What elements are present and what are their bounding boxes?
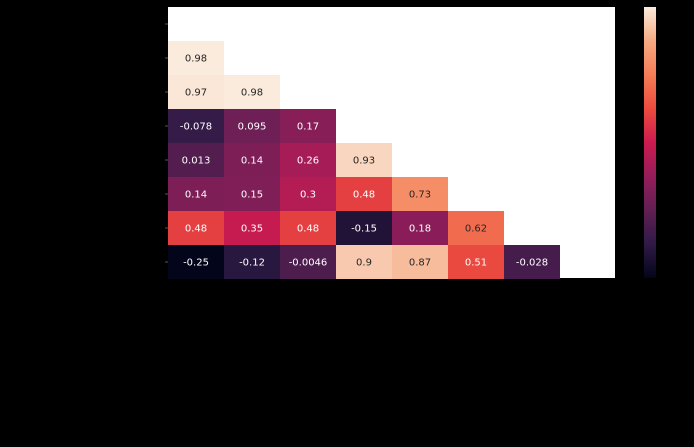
- heatmap-cell-label: 0.93: [353, 156, 375, 167]
- heatmap-cell: [280, 177, 336, 211]
- heatmap-cell: [224, 245, 280, 279]
- heatmap-cell: [392, 211, 448, 245]
- heatmap-cell-label: 0.9: [356, 258, 372, 269]
- heatmap-cell: [336, 143, 392, 177]
- heatmap-cell: [280, 143, 336, 177]
- heatmap-cell: [336, 245, 392, 279]
- heatmap-cell-label: 0.98: [241, 88, 263, 99]
- heatmap-cell-label: 0.98: [185, 54, 207, 65]
- heatmap-cell-label: -0.0046: [289, 258, 328, 269]
- heatmap-cell-label: 0.48: [185, 224, 207, 235]
- heatmap-cell-label: 0.26: [297, 156, 319, 167]
- heatmap-cell: [392, 245, 448, 279]
- heatmap-cell-label: 0.73: [409, 190, 431, 201]
- heatmap-cell: [448, 211, 504, 245]
- heatmap-cell: [336, 177, 392, 211]
- heatmap-cell-label: 0.14: [241, 156, 263, 167]
- heatmap-cell: [168, 109, 224, 143]
- heatmap-cell-label: 0.095: [238, 122, 267, 133]
- heatmap-cell-label: 0.35: [241, 224, 263, 235]
- heatmap-cell-label: -0.25: [183, 258, 209, 269]
- heatmap-cell: [168, 41, 224, 75]
- heatmap-cell-labels: 0.98 0.97 0.98 -0.078 0.095 0.17 0.013 0.14 0.26…: [180, 54, 548, 269]
- heatmap-cells: [168, 41, 560, 279]
- heatmap-cell: [280, 245, 336, 279]
- heatmap-cell: [168, 211, 224, 245]
- heatmap-cell: [224, 143, 280, 177]
- heatmap-cell: [448, 245, 504, 279]
- heatmap-cell-label: 0.87: [409, 258, 431, 269]
- heatmap-cell: [224, 177, 280, 211]
- heatmap-cell-label: -0.15: [351, 224, 377, 235]
- heatmap-cell: [224, 75, 280, 109]
- heatmap-cell-label: 0.18: [409, 224, 431, 235]
- heatmap-cell-label: 0.013: [182, 156, 211, 167]
- heatmap-cell: [280, 109, 336, 143]
- heatmap-cell-label: -0.078: [180, 122, 212, 133]
- heatmap-cell-label: 0.48: [297, 224, 319, 235]
- heatmap-cell: [168, 75, 224, 109]
- heatmap-cell-label: 0.48: [353, 190, 375, 201]
- heatmap-cell: [504, 245, 560, 279]
- heatmap-cell-label: 0.3: [300, 190, 316, 201]
- heatmap-cell: [336, 211, 392, 245]
- heatmap-cell-label: 0.51: [465, 258, 487, 269]
- heatmap-cell: [392, 177, 448, 211]
- heatmap-cell: [224, 211, 280, 245]
- heatmap-cell: [168, 177, 224, 211]
- colorbar: [644, 7, 656, 278]
- heatmap-cell-label: 0.15: [241, 190, 263, 201]
- heatmap-cell: [168, 245, 224, 279]
- row-tick-marks: [165, 23, 168, 263]
- heatmap-cell: [224, 109, 280, 143]
- heatmap-cell-label: -0.028: [516, 258, 548, 269]
- heatmap-cell-label: 0.14: [185, 190, 207, 201]
- heatmap-cell-label: 0.17: [297, 122, 319, 133]
- heatmap-cell-label: -0.12: [239, 258, 265, 269]
- heatmap-cell-label: 0.97: [185, 88, 207, 99]
- heatmap-cell: [168, 143, 224, 177]
- heatmap-cell: [280, 211, 336, 245]
- heatmap-cell-label: 0.62: [465, 224, 487, 235]
